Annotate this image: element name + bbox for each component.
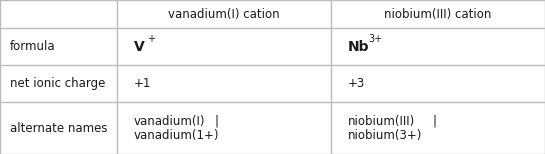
- Text: +1: +1: [134, 77, 151, 90]
- Text: V: V: [134, 40, 144, 54]
- Text: net ionic charge: net ionic charge: [10, 77, 105, 90]
- Text: vanadium(I) cation: vanadium(I) cation: [168, 8, 280, 21]
- Text: vanadium(I): vanadium(I): [134, 115, 205, 128]
- Text: alternate names: alternate names: [10, 122, 107, 135]
- Text: +3: +3: [348, 77, 365, 90]
- Text: niobium(III) cation: niobium(III) cation: [384, 8, 492, 21]
- Text: |: |: [214, 115, 218, 128]
- Text: +: +: [147, 34, 155, 44]
- Text: Nb: Nb: [348, 40, 369, 54]
- Text: niobium(3+): niobium(3+): [348, 129, 422, 142]
- Text: |: |: [432, 115, 436, 128]
- Text: formula: formula: [10, 41, 56, 53]
- Text: vanadium(1+): vanadium(1+): [134, 129, 219, 142]
- Text: niobium(III): niobium(III): [348, 115, 415, 128]
- Text: 3+: 3+: [368, 34, 383, 44]
